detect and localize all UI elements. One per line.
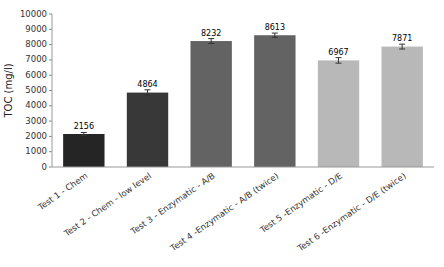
data-label: 7871 [392, 34, 412, 43]
bar [318, 60, 359, 167]
y-tick-label: 0 [42, 162, 47, 172]
y-tick-label: 5000 [25, 85, 47, 95]
x-tick-label: Test 4 -Enzymatic - A/B (twice) [168, 170, 281, 253]
y-tick-label: 7000 [25, 54, 47, 64]
data-labels: 2156 4864 8232 8613 6967 7871 [74, 23, 413, 131]
bar [381, 47, 422, 167]
y-axis-label: TOC (mg/l) [3, 63, 14, 118]
y-axis-line [52, 14, 53, 167]
error-bar [399, 44, 405, 49]
y-tick-label: 8000 [25, 39, 47, 49]
x-axis-line [52, 167, 434, 168]
error-bar [272, 33, 278, 37]
x-tick-label: Test 1 - Chem [35, 170, 89, 212]
y-tick-label: 9000 [25, 24, 47, 34]
x-tick-label: Test 6 -Enzymatic - D/E (twice) [295, 170, 408, 253]
y-tick-label: 6000 [25, 70, 47, 80]
data-label: 6967 [328, 48, 348, 57]
error-bar [208, 39, 214, 44]
error-bar [336, 58, 342, 64]
bar [254, 35, 295, 167]
bars [63, 35, 423, 167]
chart: 0 1000 2000 3000 4000 5000 6000 7000 8000 9000 100… [0, 0, 444, 267]
x-axis: Test 1 - ChemTest 2 - Chem - low levelTe… [35, 167, 434, 254]
data-label: 8232 [201, 29, 221, 38]
y-axis: 0 1000 2000 3000 4000 5000 6000 7000 8000 9000 100… [20, 9, 52, 172]
error-bars [81, 33, 405, 135]
bar [190, 41, 231, 167]
y-tick-label: 2000 [25, 131, 47, 141]
bar [127, 93, 168, 167]
y-tick-label: 3000 [25, 116, 47, 126]
y-tick-label: 10000 [20, 9, 47, 19]
error-bar [81, 132, 87, 135]
data-label: 8613 [265, 23, 285, 32]
bar [63, 134, 104, 167]
data-label: 4864 [137, 80, 157, 89]
y-tick-label: 4000 [25, 100, 47, 110]
error-bar [145, 90, 151, 96]
y-tick-label: 1000 [25, 146, 47, 156]
data-label: 2156 [74, 122, 94, 131]
chart-container: 0 1000 2000 3000 4000 5000 6000 7000 8000 9000 100… [0, 0, 444, 267]
